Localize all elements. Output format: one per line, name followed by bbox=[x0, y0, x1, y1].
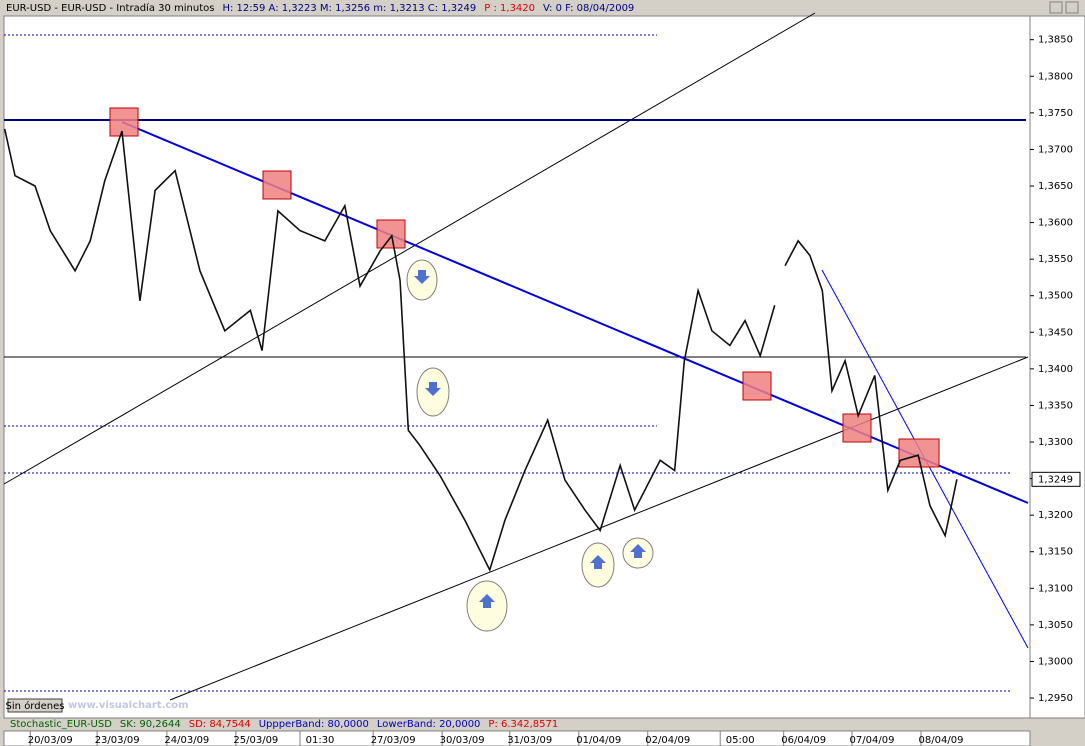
y-tick-label: 1,3350 bbox=[1038, 400, 1073, 411]
header: EUR-USD - EUR-USD - Intradía 30 minutos H… bbox=[6, 2, 634, 14]
x-tick-label: 01:30 bbox=[306, 735, 335, 746]
marker-square bbox=[842, 413, 872, 443]
y-tick-label: 1,3550 bbox=[1038, 254, 1073, 265]
header-part: EUR-USD - EUR-USD - Intradía 30 minutos bbox=[6, 2, 214, 14]
y-tick-label: 1,3700 bbox=[1038, 144, 1073, 155]
x-tick-label: 31/03/09 bbox=[507, 735, 552, 746]
x-tick-label: 05:00 bbox=[726, 735, 755, 746]
y-tick-label: 1,3450 bbox=[1038, 327, 1073, 338]
y-tick-label: 1,3500 bbox=[1038, 291, 1073, 302]
y-tick-label: 1,3600 bbox=[1038, 218, 1073, 229]
y-tick-label: 1,3150 bbox=[1038, 547, 1073, 558]
y-tick-label: 1,3750 bbox=[1038, 108, 1073, 119]
x-axis-area bbox=[3, 730, 1031, 746]
y-tick-label: 1,3100 bbox=[1038, 583, 1073, 594]
watermark: www.visualchart.com bbox=[68, 700, 189, 711]
last-price-box bbox=[1031, 471, 1081, 487]
price-line bbox=[3, 128, 958, 573]
marker-square bbox=[742, 371, 772, 401]
indicator-part: Stochastic_EUR-USD bbox=[10, 719, 112, 730]
marker-square bbox=[898, 438, 940, 468]
marker-square bbox=[262, 170, 292, 200]
arrow-up bbox=[479, 594, 495, 608]
header-part: H: 12:59 A: 1,3223 M: 1,3256 m: 1,3213 C… bbox=[222, 3, 476, 14]
x-tick-label: 27/03/09 bbox=[371, 735, 416, 746]
x-tick-label: 24/03/09 bbox=[164, 735, 209, 746]
indicator-part: LowerBand: 20,0000 bbox=[377, 719, 481, 730]
x-tick-label: 08/04/09 bbox=[919, 735, 964, 746]
x-tick-label: 30/03/09 bbox=[440, 735, 485, 746]
x-tick-label: 25/03/09 bbox=[233, 735, 278, 746]
header-part: P : 1,3420 bbox=[484, 3, 535, 14]
y-tick-label: 1,3200 bbox=[1038, 510, 1073, 521]
order-button-label: Sin órdenes bbox=[6, 700, 65, 712]
indicator-part: UppperBand: 80,0000 bbox=[259, 719, 369, 730]
indicator-part: P: 6.342,8571 bbox=[488, 719, 558, 730]
marker-square bbox=[376, 219, 406, 249]
y-tick-label: 1,2950 bbox=[1038, 693, 1073, 704]
indicator-part: SK: 90,2644 bbox=[120, 719, 181, 730]
y-axis-area bbox=[1029, 15, 1085, 719]
order-button[interactable] bbox=[7, 698, 63, 713]
window-button[interactable] bbox=[1049, 1, 1063, 14]
y-tick-label: 1,3050 bbox=[1038, 620, 1073, 631]
y-tick-label: 1,3650 bbox=[1038, 181, 1073, 192]
plot-area bbox=[3, 15, 1031, 719]
indicator-legend: Stochastic_EUR-USD SK: 90,2644 SD: 84,7544… bbox=[10, 719, 558, 730]
y-tick-label: 1,3000 bbox=[1038, 656, 1073, 667]
annotations bbox=[3, 12, 1029, 701]
window-button[interactable] bbox=[1065, 1, 1079, 14]
y-tick-label: 1,3400 bbox=[1038, 364, 1073, 375]
x-tick-label: 06/04/09 bbox=[781, 735, 826, 746]
arrow-down bbox=[414, 270, 430, 284]
header-part: V: 0 F: 08/04/2009 bbox=[543, 3, 634, 14]
y-tick-label: 1,3850 bbox=[1038, 35, 1073, 46]
indicator-part: SD: 84,7544 bbox=[189, 719, 251, 730]
arrow-down bbox=[425, 382, 441, 396]
trend-line bbox=[3, 12, 816, 485]
y-tick-label: 1,3300 bbox=[1038, 437, 1073, 448]
arrow-up bbox=[590, 555, 606, 569]
x-tick-label: 23/03/09 bbox=[95, 735, 140, 746]
last-price-label: 1,3249 bbox=[1038, 474, 1073, 485]
x-tick-label: 07/04/09 bbox=[850, 735, 895, 746]
x-tick-label: 01/04/09 bbox=[576, 735, 621, 746]
marker-square bbox=[109, 107, 139, 137]
arrow-up bbox=[630, 544, 646, 558]
y-tick-label: 1,3800 bbox=[1038, 71, 1073, 82]
x-tick-label: 20/03/09 bbox=[28, 735, 73, 746]
x-tick-label: 02/04/09 bbox=[645, 735, 690, 746]
